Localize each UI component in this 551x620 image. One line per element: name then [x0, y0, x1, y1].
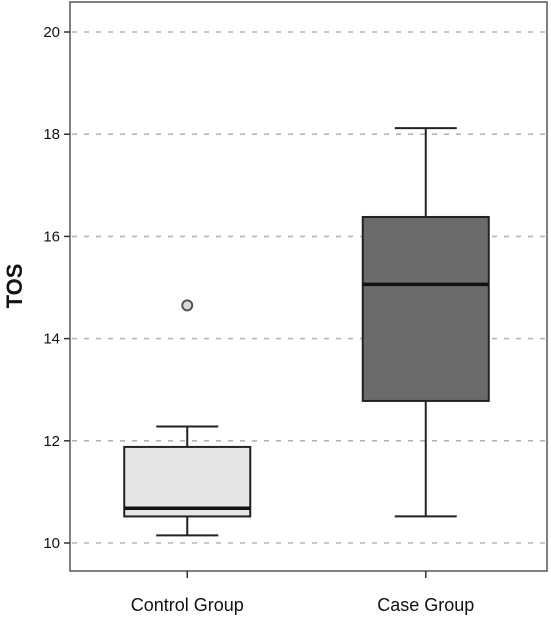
y-tick-label: 10: [43, 535, 60, 552]
outlier-point: [181, 299, 194, 312]
boxes: [123, 127, 490, 537]
y-tick-label: 14: [43, 331, 60, 348]
box-control-group: [123, 299, 252, 537]
box-case-group: [361, 127, 490, 518]
y-tick-label: 16: [43, 228, 60, 245]
x-axis: Control Group Case Group: [131, 571, 474, 615]
y-axis: 10 12 14 16 18 20: [43, 24, 70, 552]
y-tick-label: 12: [43, 433, 60, 450]
y-tick-label: 20: [43, 24, 60, 41]
iqr-box: [123, 445, 252, 518]
y-tick-label: 18: [43, 126, 60, 143]
iqr-box: [361, 215, 490, 402]
y-axis-label: TOS: [2, 264, 27, 309]
x-tick-label: Control Group: [131, 595, 244, 615]
x-tick-label: Case Group: [377, 595, 474, 615]
